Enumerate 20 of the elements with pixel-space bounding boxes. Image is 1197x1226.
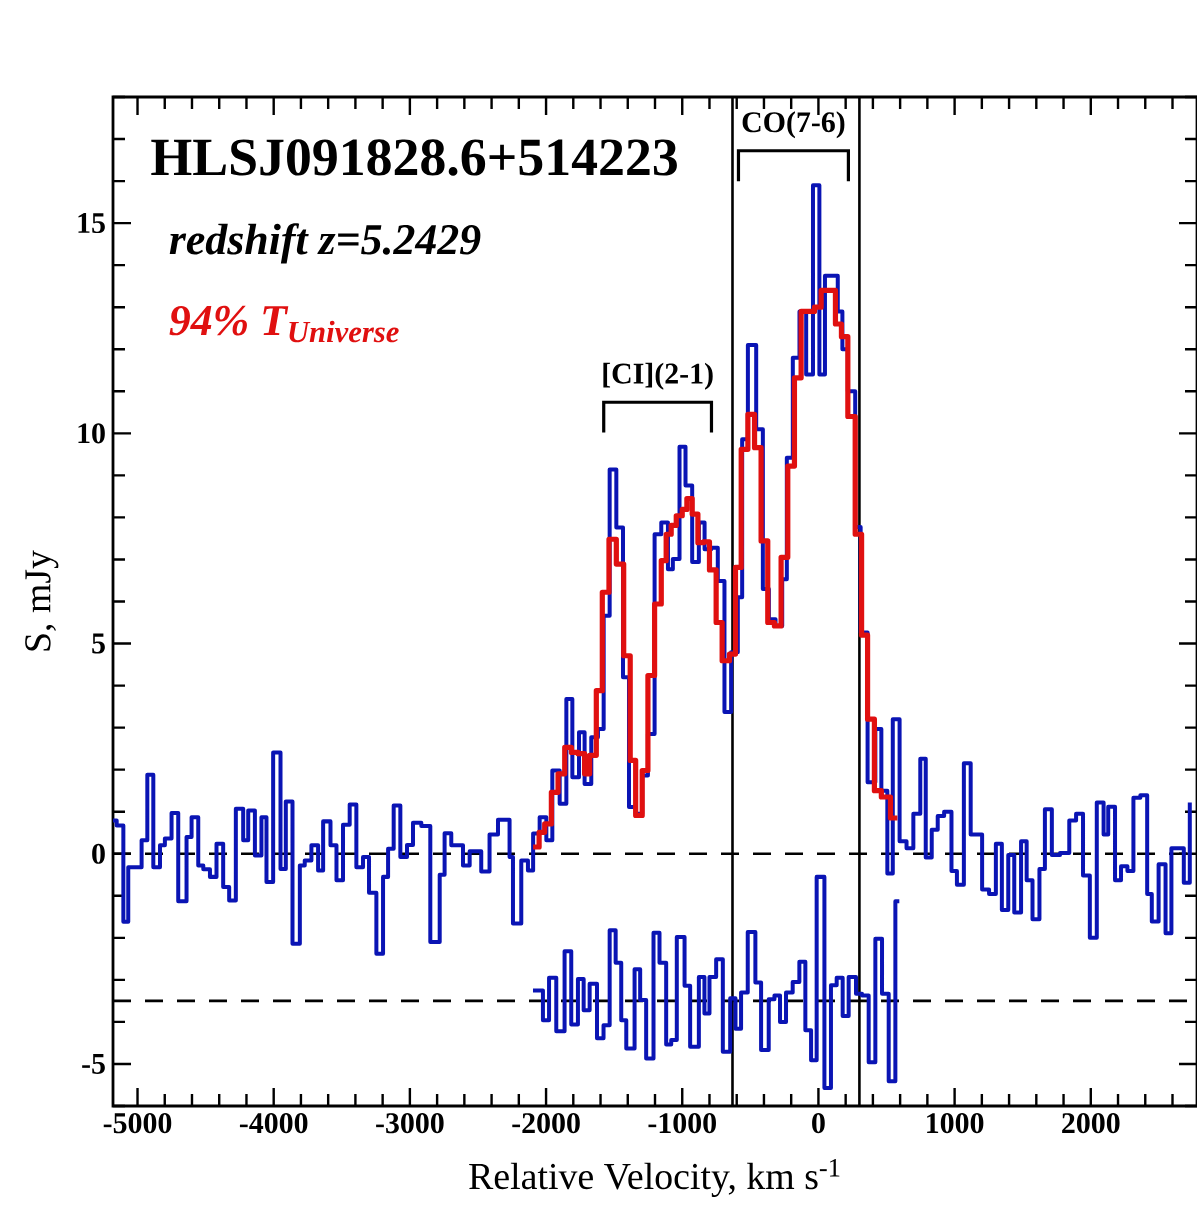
y-axis-title: S, mJy xyxy=(25,550,59,651)
y-tick-label: 10 xyxy=(78,423,105,444)
x-tick-label: 0 xyxy=(812,1113,825,1134)
x-tick-label: -4000 xyxy=(239,1113,308,1134)
annotation: CO(7-6) xyxy=(742,111,845,139)
y-tick-label: 0 xyxy=(92,843,105,864)
y-tick-label: 5 xyxy=(92,633,105,654)
y-tick-label: 15 xyxy=(78,213,105,234)
x-tick-label: -1000 xyxy=(648,1113,716,1134)
x-tick-label: 1000 xyxy=(927,1113,984,1134)
x-tick-label: -3000 xyxy=(376,1113,444,1134)
annotation: 94% T$_{Universe}$ xyxy=(169,305,399,343)
annotation: redshift z=5.2429 xyxy=(169,223,481,264)
x-tick-label: -2000 xyxy=(512,1113,580,1134)
x-tick-label: -5000 xyxy=(103,1113,172,1134)
text: HLSJ091828.6+514223 xyxy=(151,139,677,176)
x-tick-label: 2000 xyxy=(1062,1113,1120,1134)
annotation: [CI](2-1) xyxy=(603,362,713,390)
x-axis-title: Relative Velocity, km s$^{-1}$ xyxy=(469,1158,840,1198)
y-tick-label: -5 xyxy=(82,1054,105,1074)
